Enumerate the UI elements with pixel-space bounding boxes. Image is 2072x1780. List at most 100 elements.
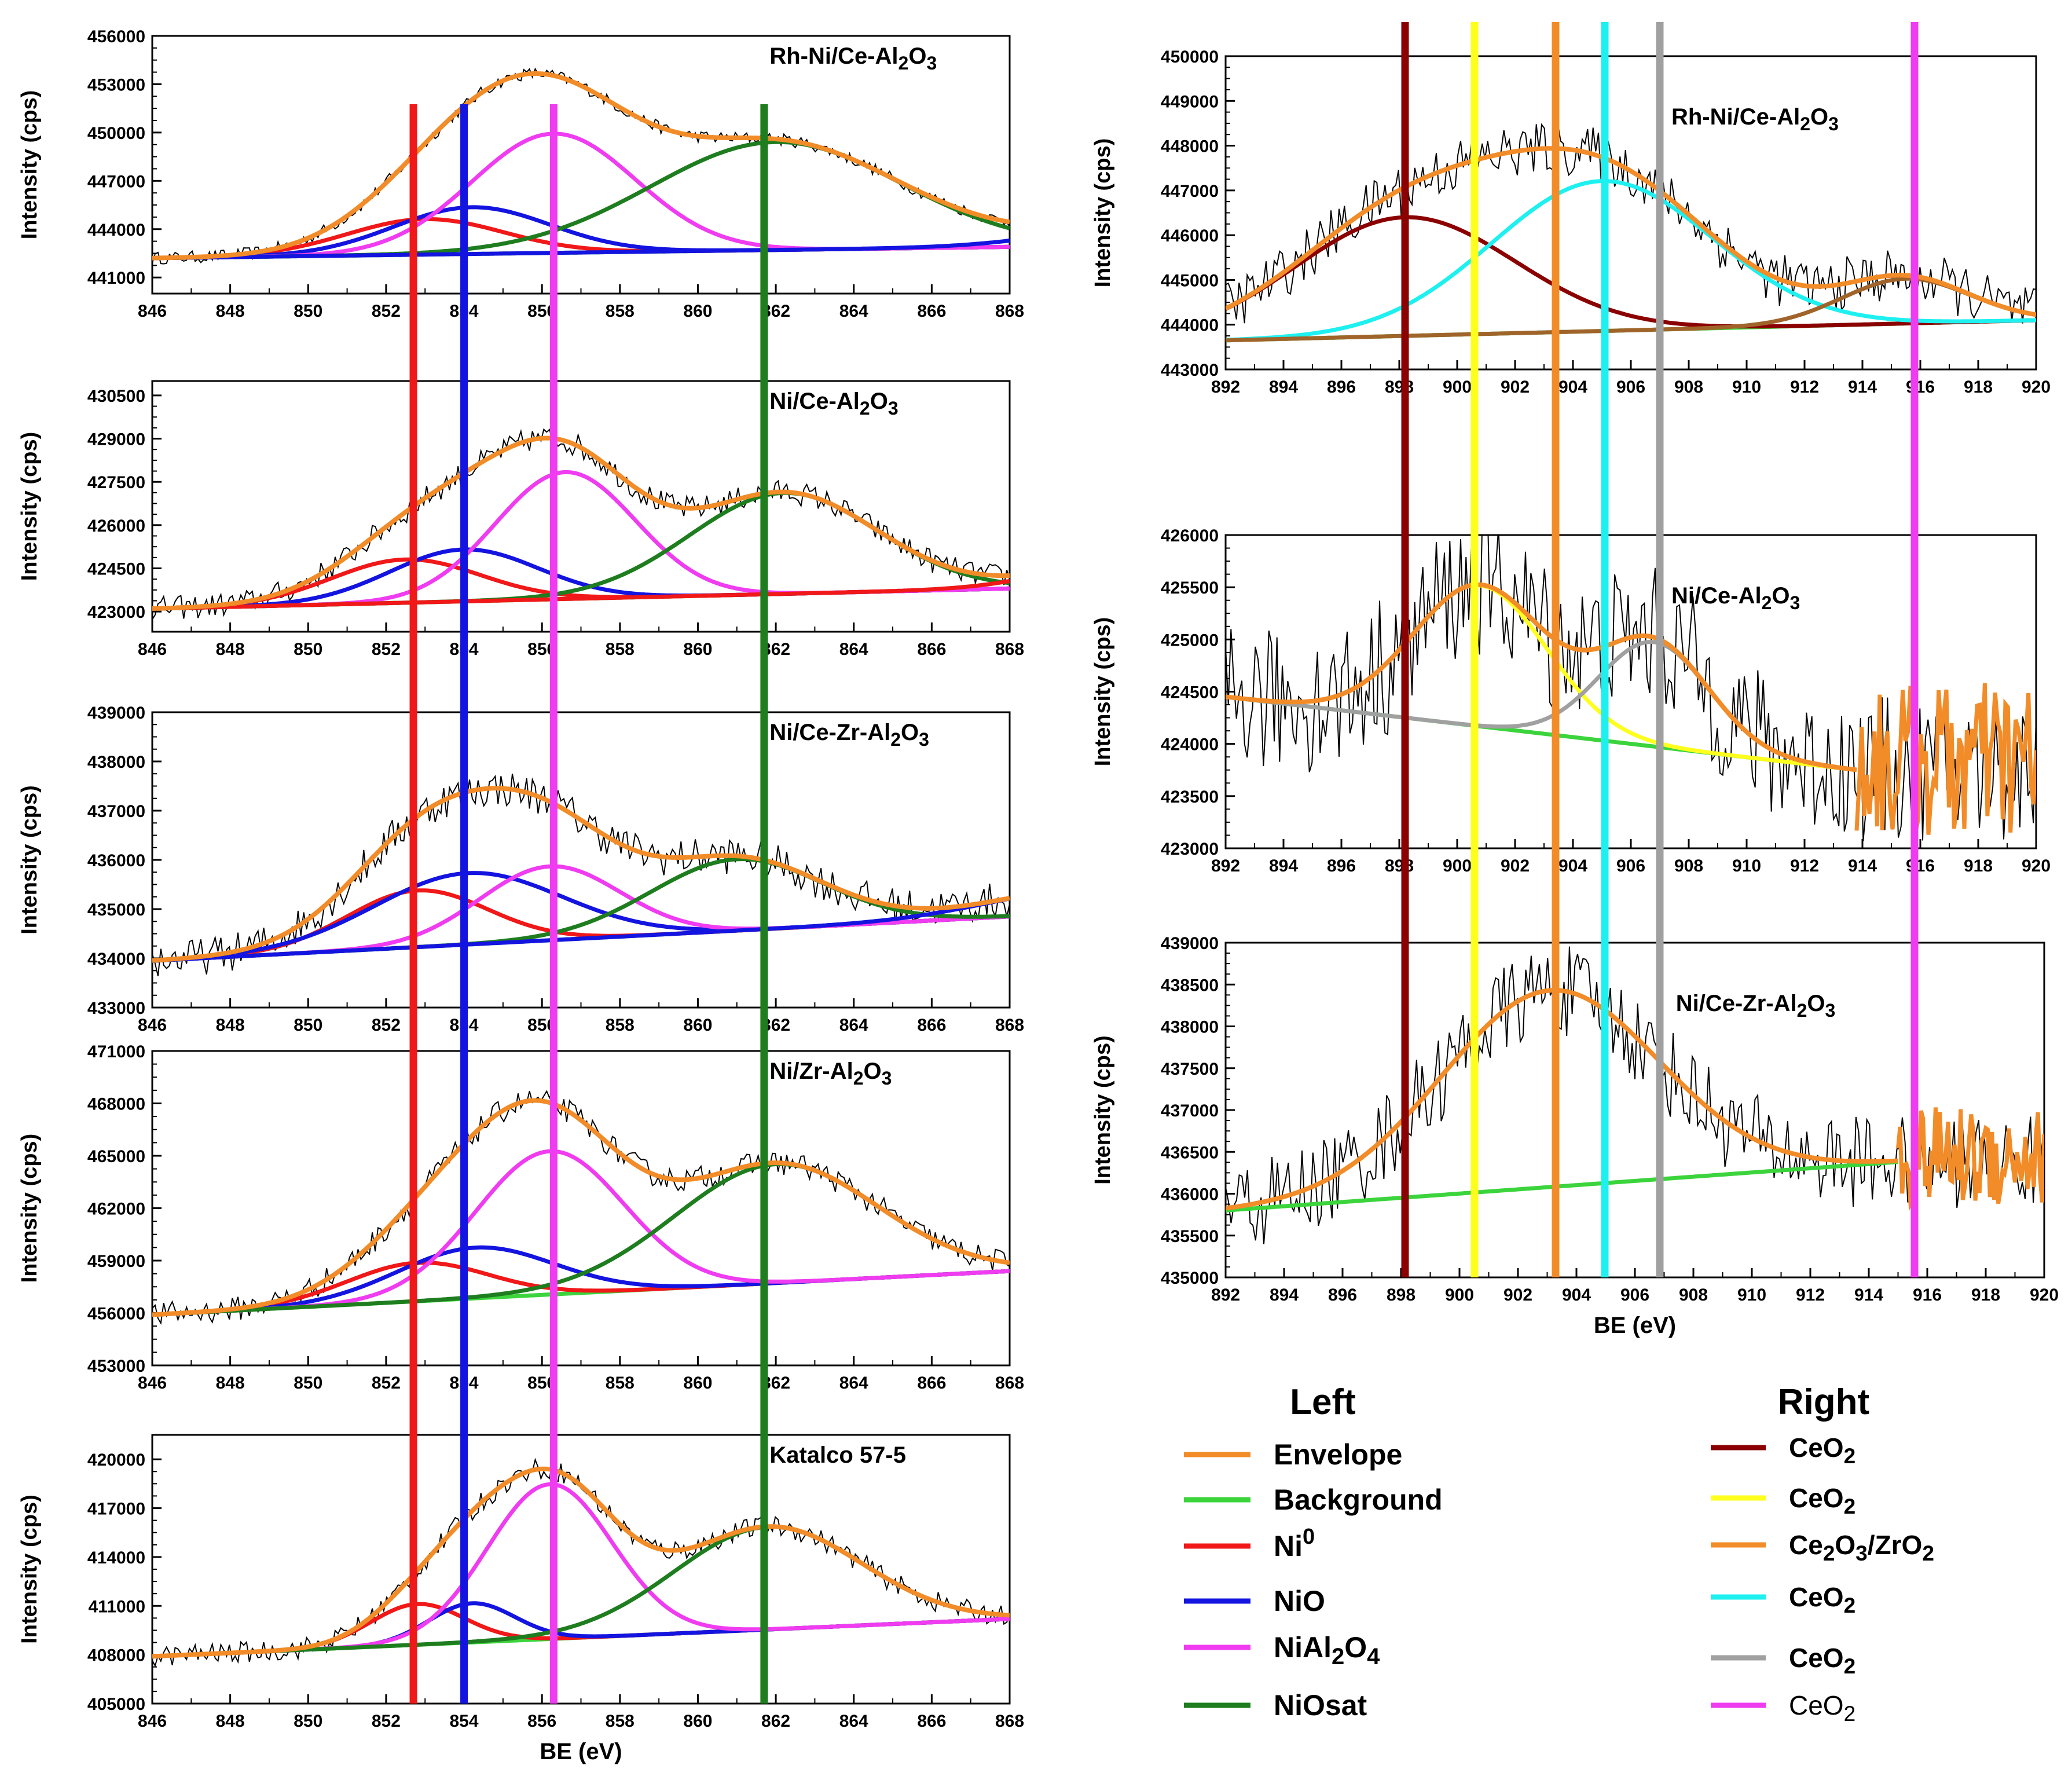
plot-area (152, 428, 1010, 620)
x-tick-label: 910 (1737, 1285, 1766, 1305)
plot-area (152, 774, 1010, 976)
legend-left-label: Ni0 (1274, 1525, 1315, 1562)
x-tick-label: 858 (606, 1712, 635, 1731)
x-tick-label: 848 (216, 640, 245, 659)
x-tick-label: 868 (995, 1374, 1024, 1393)
x-tick-label: 852 (372, 640, 401, 659)
legend-left-label: Background (1274, 1484, 1443, 1516)
y-tick-label: 435500 (1161, 1227, 1219, 1246)
y-axis-label: Intensity (cps) (17, 1495, 42, 1644)
x-tick-label: 864 (839, 302, 868, 321)
raw-data-line (1226, 123, 2036, 324)
x-tick-label: 856 (527, 1712, 556, 1731)
x-tick-label: 906 (1620, 1285, 1649, 1305)
x-tick-label: 858 (606, 1374, 635, 1393)
x-tick-label: 910 (1732, 856, 1761, 876)
legend-left-label: NiOsat (1274, 1689, 1367, 1722)
x-axis-label: BE (eV) (540, 1739, 622, 1764)
legend-right-label: CeO2 (1789, 1483, 1855, 1518)
y-tick-label: 448000 (1161, 137, 1219, 156)
x-tick-label: 868 (995, 640, 1024, 659)
panel-title: Ni/Ce-Al2O3 (1671, 583, 1800, 613)
x-tick-label: 892 (1211, 1285, 1240, 1305)
x-tick-label: 918 (1964, 856, 1993, 876)
chart-panel-l3: 8468488508528548568588608628648668684330… (17, 704, 1024, 1035)
x-tick-label: 908 (1679, 1285, 1708, 1305)
raw-data-line (1226, 946, 2044, 1244)
y-tick-label: 441000 (87, 269, 145, 288)
x-tick-label: 860 (683, 302, 712, 321)
legend-right-label: CeO2 (1789, 1433, 1855, 1468)
y-axis-label: Intensity (cps) (17, 1134, 42, 1283)
y-tick-label: 437500 (1161, 1060, 1219, 1079)
legend-left-label: Envelope (1274, 1438, 1402, 1471)
y-axis-label: Intensity (cps) (1091, 1035, 1115, 1185)
y-axis-label: Intensity (cps) (1091, 138, 1115, 288)
envelope-line (1226, 146, 2036, 317)
y-tick-label: 459000 (87, 1252, 145, 1271)
x-tick-label: 902 (1501, 856, 1530, 876)
legend: Left Right Envelope Background Ni0 NiO NiAl2O4… (1184, 1382, 1934, 1726)
envelope-line (152, 786, 1010, 963)
x-tick-label: 904 (1558, 856, 1587, 876)
x-tick-label: 852 (372, 302, 401, 321)
x-tick-label: 902 (1501, 378, 1530, 397)
chart-panel-r2: 892 894 896 898 900 902 904 906 908 910 912 914 916 9… (1091, 526, 2051, 876)
y-tick-label: 425000 (1161, 631, 1219, 650)
x-tick-label: 916 (1913, 1285, 1942, 1305)
y-tick-label: 430500 (87, 387, 145, 406)
x-tick-label: 894 (1269, 378, 1298, 397)
x-tick-label: 860 (683, 1374, 712, 1393)
x-tick-label: 900 (1445, 1285, 1474, 1305)
legend-right-label: CeO2 (1789, 1690, 1855, 1726)
x-tick-label: 920 (2022, 856, 2051, 876)
x-tick-label: 858 (606, 302, 635, 321)
y-tick-label: 444000 (87, 221, 145, 240)
y-tick-label: 438000 (1161, 1018, 1219, 1037)
x-tick-label: 850 (294, 640, 322, 659)
x-tick-label: 910 (1732, 378, 1761, 397)
y-tick-label: 450000 (87, 124, 145, 143)
y-tick-label: 437000 (87, 802, 145, 821)
x-tick-label: 854 (450, 1712, 479, 1731)
x-tick-label: 846 (138, 1712, 167, 1731)
y-tick-label: 423500 (1161, 788, 1219, 807)
x-tick-label: 896 (1328, 1285, 1357, 1305)
y-tick-label: 411000 (89, 1597, 145, 1616)
x-tick-label: 866 (917, 1374, 946, 1393)
x-tick-label: 860 (683, 640, 712, 659)
y-tick-label: 465000 (87, 1147, 145, 1166)
y-tick-label: 426000 (87, 517, 145, 536)
x-tick-label: 894 (1269, 856, 1298, 876)
x-tick-label: 920 (2030, 1285, 2059, 1305)
y-tick-label: 405000 (87, 1695, 145, 1714)
x-tick-label: 898 (1385, 378, 1414, 397)
chart-panel-l4: 8468488508528548568588608628648668684530… (17, 1042, 1024, 1393)
x-tick-label: 914 (1848, 856, 1877, 876)
x-tick-label: 892 (1211, 378, 1240, 397)
panel-title: Rh-Ni/Ce-Al2O3 (1671, 104, 1839, 134)
y-tick-label: 425500 (1161, 578, 1219, 598)
y-tick-label: 424500 (1161, 683, 1219, 702)
envelope-tail-line (1854, 683, 2036, 835)
legend-left-label: NiO (1274, 1585, 1325, 1617)
panel-title: Ni/Ce-Zr-Al2O3 (1676, 991, 1836, 1021)
x-tick-label: 862 (761, 1712, 790, 1731)
x-tick-label: 848 (216, 1016, 245, 1035)
background-line (1226, 1160, 1898, 1213)
envelope-line (1226, 988, 1898, 1211)
panel-title: Katalco 57-5 (769, 1442, 906, 1468)
y-tick-label: 424500 (87, 560, 145, 579)
y-tick-label: 437000 (1161, 1101, 1219, 1120)
x-tick-label: 898 (1385, 856, 1414, 876)
y-tick-label: 436500 (1161, 1143, 1219, 1162)
legend-right-title: Right (1778, 1382, 1869, 1422)
y-tick-label: 435000 (87, 900, 145, 920)
x-tick-label: 912 (1796, 1285, 1825, 1305)
y-tick-label: 439000 (1161, 934, 1219, 953)
y-tick-label: 447000 (1161, 182, 1219, 201)
envelope-line (152, 435, 1010, 611)
y-tick-label: 408000 (87, 1646, 145, 1665)
legend-right-label: CeO2 (1789, 1582, 1855, 1617)
y-tick-label: 456000 (87, 1305, 145, 1324)
